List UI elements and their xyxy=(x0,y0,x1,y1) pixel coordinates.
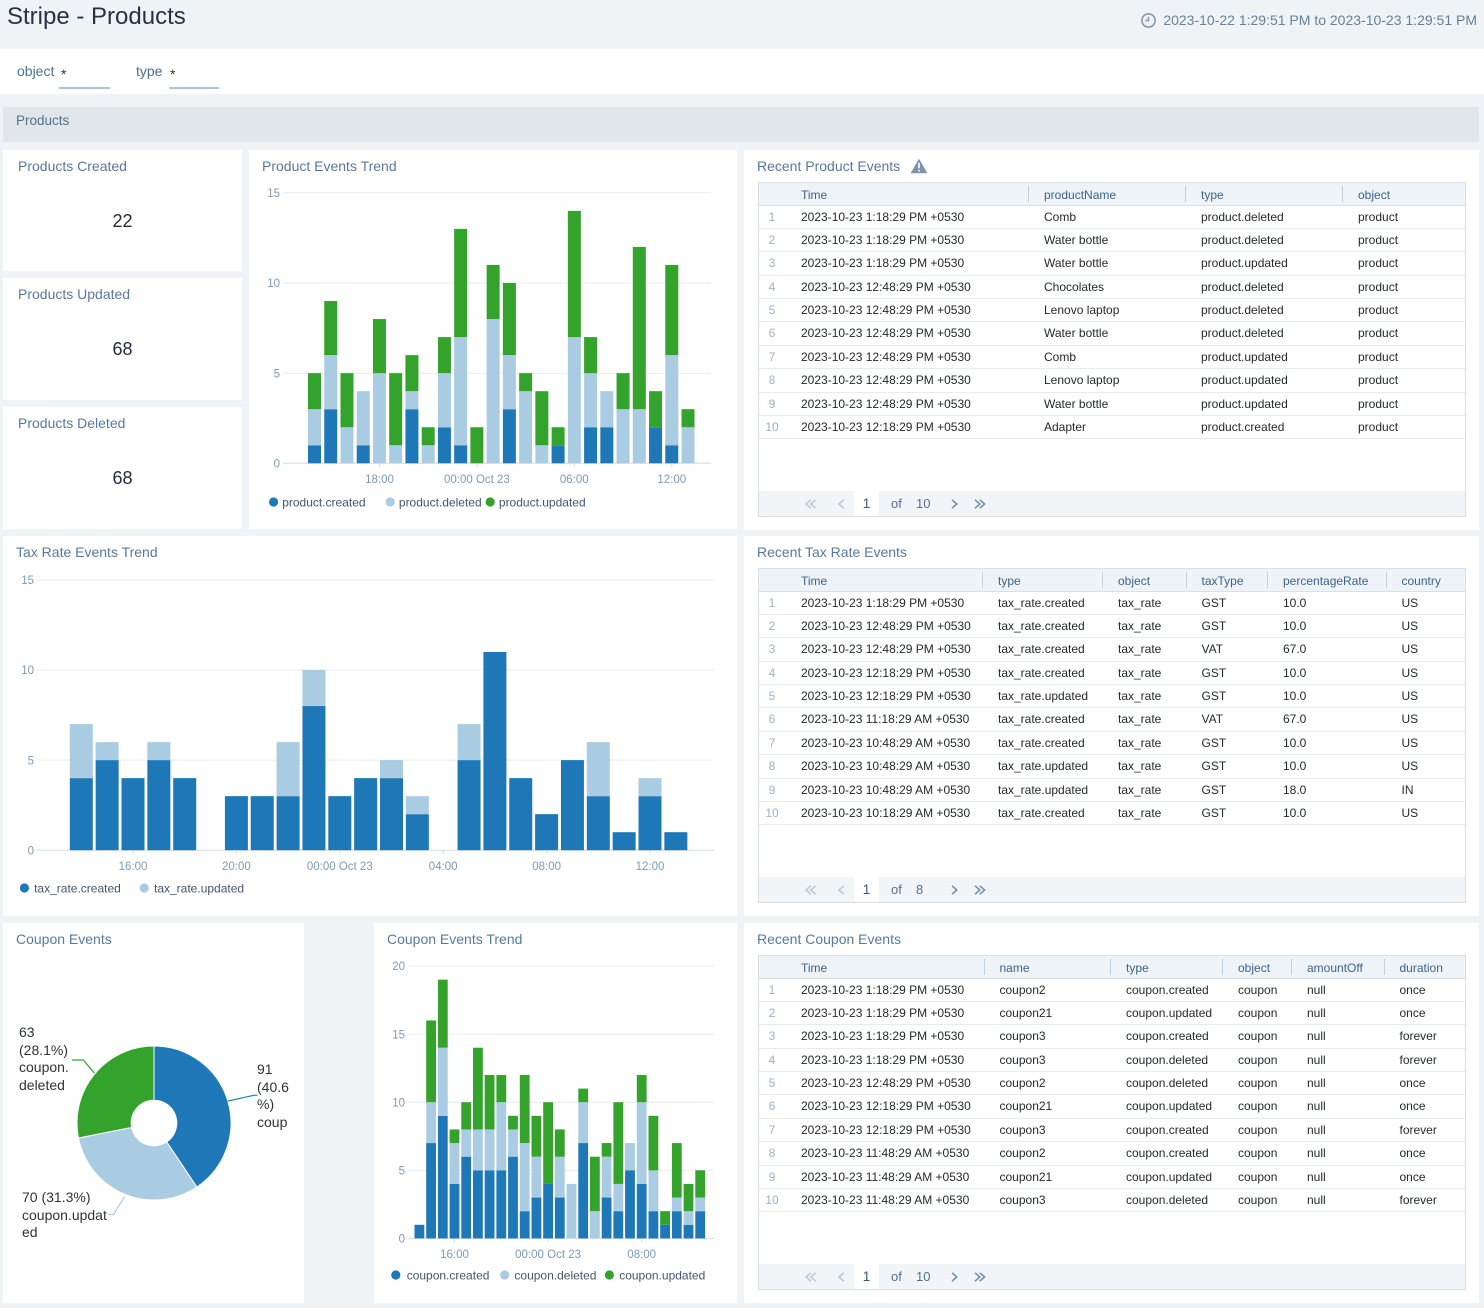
svg-text:08:00: 08:00 xyxy=(532,861,561,873)
svg-text:15: 15 xyxy=(267,188,280,200)
svg-text:20:00: 20:00 xyxy=(222,861,251,873)
svg-text:12:00: 12:00 xyxy=(657,474,686,486)
svg-text:15: 15 xyxy=(392,1029,405,1041)
svg-text:5: 5 xyxy=(274,368,280,380)
svg-text:10: 10 xyxy=(267,278,280,290)
svg-text:10: 10 xyxy=(392,1097,405,1109)
svg-text:10: 10 xyxy=(21,665,34,677)
svg-text:tax_rate.updated: tax_rate.updated xyxy=(154,882,244,896)
svg-text:5: 5 xyxy=(399,1166,405,1178)
svg-text:12:00: 12:00 xyxy=(636,861,665,873)
svg-text:5: 5 xyxy=(28,755,34,767)
svg-text:product.deleted: product.deleted xyxy=(399,496,482,510)
svg-text:16:00: 16:00 xyxy=(119,861,148,873)
svg-text:0: 0 xyxy=(399,1234,405,1246)
svg-text:20: 20 xyxy=(392,961,405,973)
svg-text:00:00 Oct 23: 00:00 Oct 23 xyxy=(307,861,373,873)
svg-text:16:00: 16:00 xyxy=(440,1249,469,1261)
svg-text:04:00: 04:00 xyxy=(429,861,458,873)
svg-text:06:00: 06:00 xyxy=(560,474,589,486)
svg-text:0: 0 xyxy=(28,845,34,857)
svg-text:08:00: 08:00 xyxy=(627,1249,656,1261)
svg-text:coupon.deleted: coupon.deleted xyxy=(514,1269,596,1283)
svg-text:00:00 Oct 23: 00:00 Oct 23 xyxy=(444,474,510,486)
svg-text:tax_rate.created: tax_rate.created xyxy=(34,882,121,896)
svg-text:15: 15 xyxy=(21,575,34,587)
svg-text:product.created: product.created xyxy=(282,496,365,510)
svg-text:coupon.created: coupon.created xyxy=(407,1269,490,1283)
svg-text:0: 0 xyxy=(274,459,280,471)
svg-text:product.updated: product.updated xyxy=(499,496,586,510)
svg-text:18:00: 18:00 xyxy=(365,474,394,486)
svg-text:coupon.updated: coupon.updated xyxy=(619,1269,705,1283)
svg-text:00:00 Oct 23: 00:00 Oct 23 xyxy=(515,1249,581,1261)
